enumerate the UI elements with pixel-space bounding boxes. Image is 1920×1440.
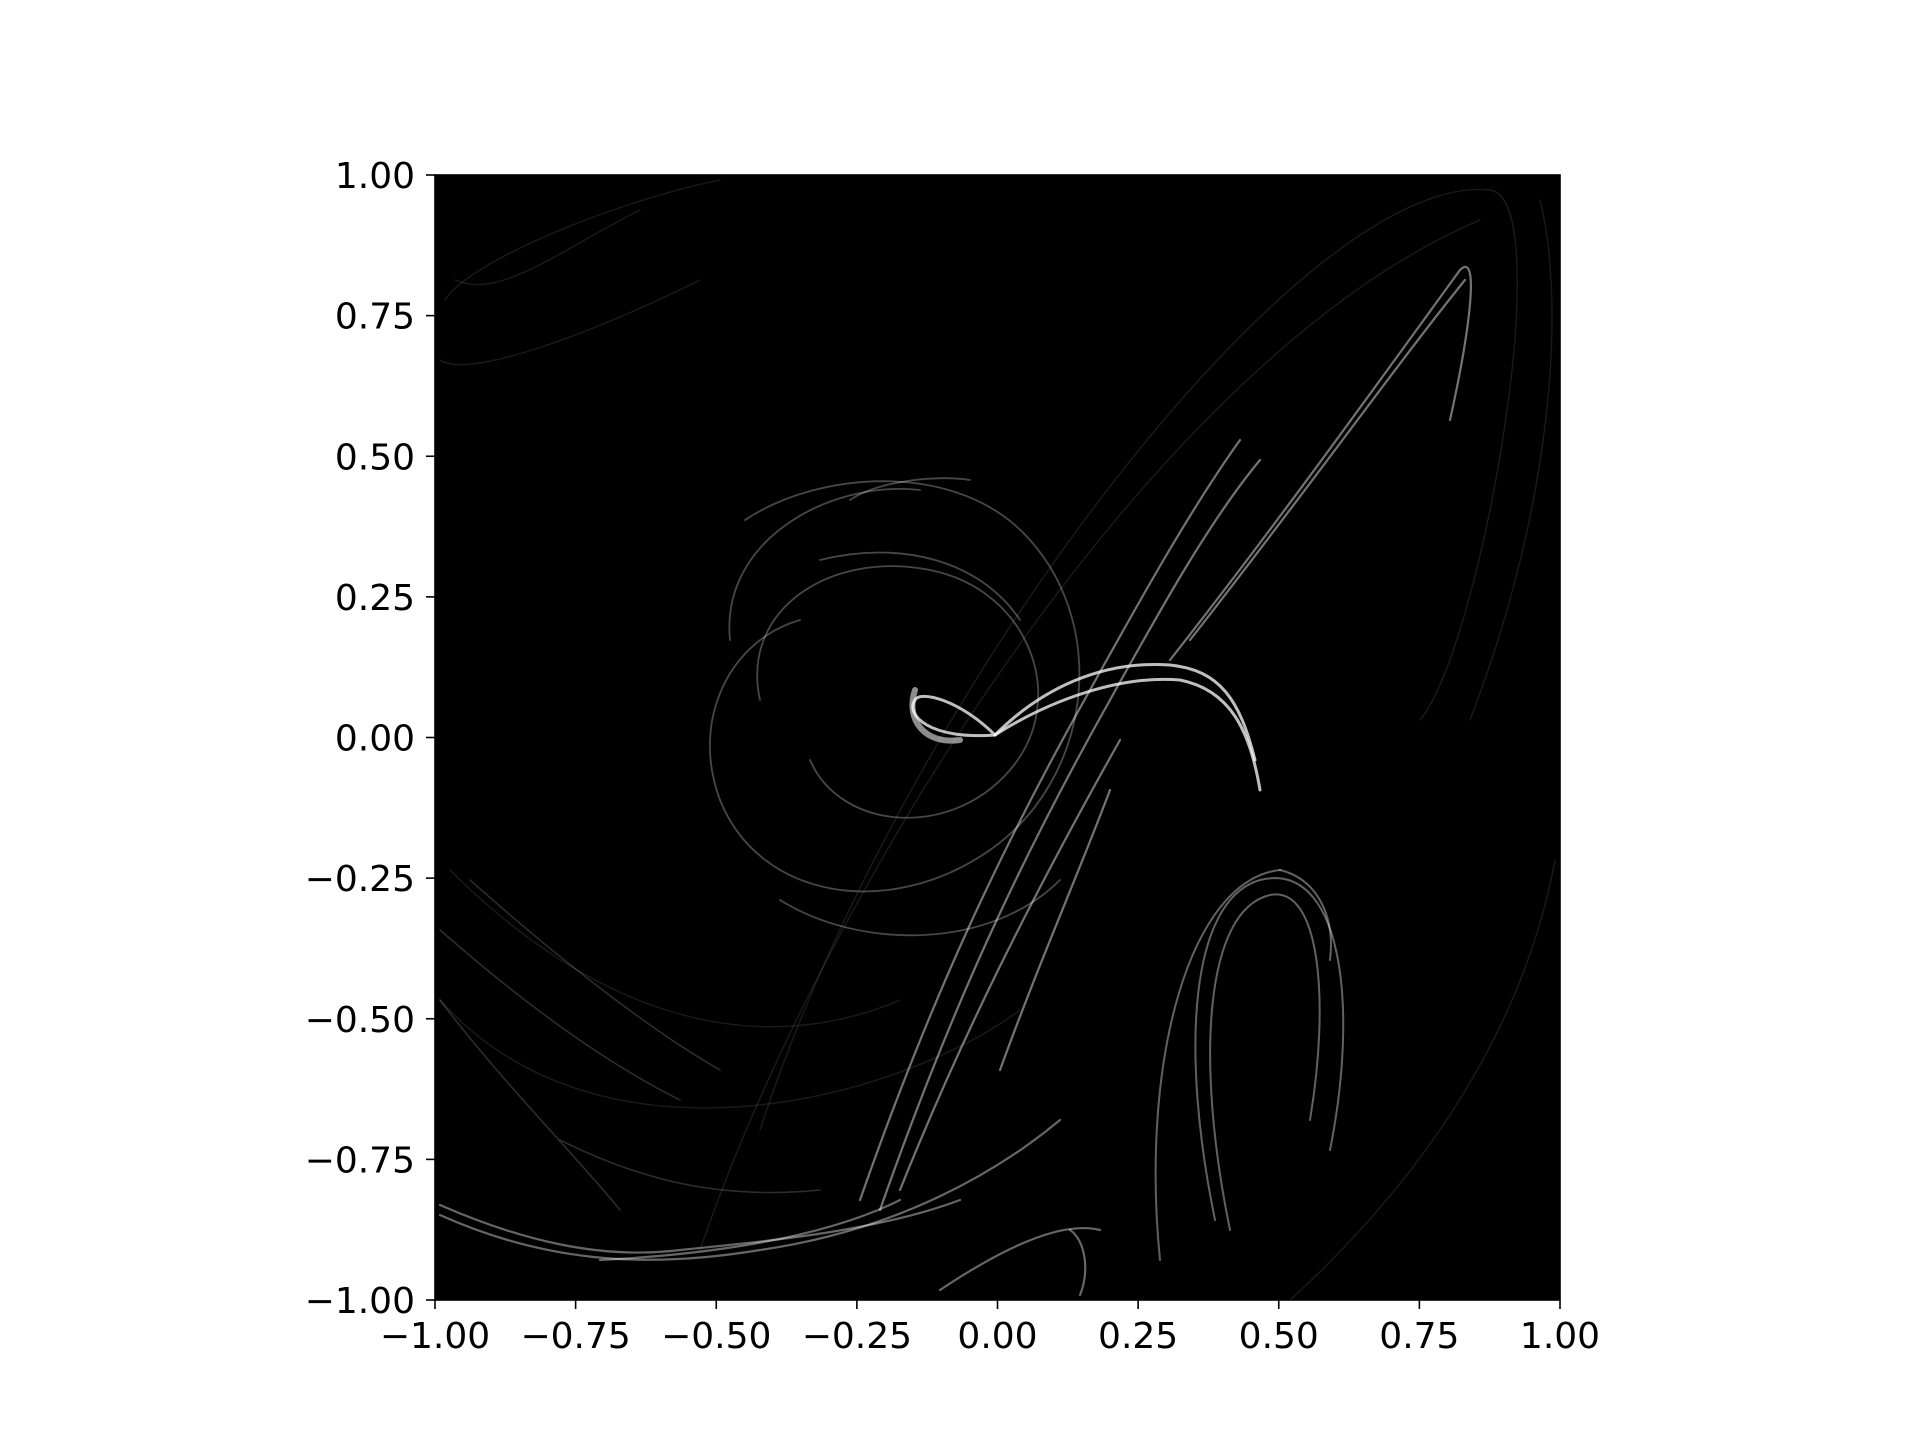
y-tick-label: 0.25 — [335, 578, 415, 619]
y-tick-label: −0.25 — [305, 859, 415, 900]
y-tick-label: 0.50 — [335, 437, 415, 478]
x-tick-label: 0.75 — [1379, 1316, 1459, 1357]
x-tick-label: 1.00 — [1520, 1316, 1600, 1357]
x-tick-label: −1.00 — [380, 1316, 490, 1357]
y-tick-label: −1.00 — [305, 1281, 415, 1322]
x-tick-label: 0.25 — [1098, 1316, 1178, 1357]
y-tick-label: 0.75 — [335, 297, 415, 338]
y-axis: −1.00 −0.75 −0.50 −0.25 0.00 0.25 0.50 0.75 1.00 — [305, 156, 435, 1322]
plot-area — [435, 175, 1560, 1300]
y-tick-label: 0.00 — [335, 719, 415, 760]
y-tick-label: −0.50 — [305, 1000, 415, 1041]
x-tick-label: −0.75 — [520, 1316, 630, 1357]
x-axis: −1.00 −0.75 −0.50 −0.25 0.00 0.25 0.50 0.75 1.00 — [380, 1300, 1600, 1357]
x-tick-label: −0.25 — [802, 1316, 912, 1357]
x-tick-label: 0.00 — [957, 1316, 1037, 1357]
x-tick-label: −0.50 — [661, 1316, 771, 1357]
y-tick-label: 1.00 — [335, 156, 415, 197]
attractor-image — [438, 179, 1556, 1300]
x-tick-label: 0.50 — [1239, 1316, 1319, 1357]
y-tick-label: −0.75 — [305, 1140, 415, 1181]
